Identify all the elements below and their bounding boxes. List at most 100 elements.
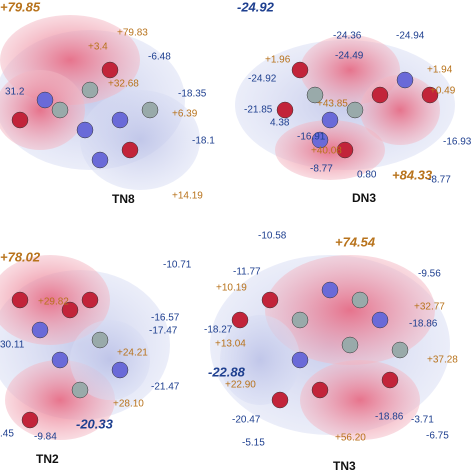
potential-value: -18.35 [178,89,207,100]
atom [81,81,99,99]
potential-value: +29.82 [38,297,69,308]
atom [346,101,364,119]
atom [421,86,439,104]
extreme-value: -22.88 [208,364,246,379]
surface [0,70,85,150]
atom [51,101,69,119]
atom [141,101,159,119]
atom [351,291,369,309]
atom [381,371,399,389]
atom [291,351,309,369]
extreme-value: -24.92 [237,0,275,14]
atom [81,291,99,309]
potential-value: -24.94 [396,31,425,42]
potential-value: -10.71 [163,260,192,271]
atom [91,151,109,169]
potential-value: -10.58 [258,231,287,242]
potential-value: -18.86 [375,412,404,423]
potential-value: +1.94 [427,65,453,76]
extreme-value: +79.85 [0,0,41,14]
surfaces [0,15,455,440]
potential-value: -20.47 [232,415,261,426]
potential-value: -9.84 [34,432,57,443]
atom [291,311,309,329]
potential-value: +28.10 [113,399,144,410]
potential-value: -24.92 [248,74,277,85]
atom [271,391,289,409]
atom [61,301,79,319]
potential-value: -16.91 [297,132,326,143]
potential-value: +22.90 [225,380,256,391]
surface [300,360,420,440]
potential-value: +1.96 [265,55,291,66]
potential-value: +3.4 [88,42,108,53]
potential-value: -5.15 [242,438,265,449]
atom [336,141,354,159]
potential-value: -18.1 [192,136,215,147]
atom [91,331,109,349]
atom [231,311,249,329]
atom [21,411,39,429]
potential-value: -11.77 [233,267,261,278]
potential-value: +13.04 [215,339,246,350]
atom [371,311,389,329]
molecules [11,61,439,429]
surface [275,120,385,180]
surface [70,320,150,400]
potential-value: -6.48 [148,52,171,63]
potential-value: -16.93 [443,137,472,148]
potential-value: -21.85 [244,105,273,116]
atom [111,361,129,379]
potential-value: +32.77 [414,302,445,313]
potential-value: -24.49 [335,51,364,62]
atom [291,61,309,79]
atom [11,111,29,129]
potential-value: -8.77 [428,175,451,186]
potential-value: +32.68 [108,79,139,90]
atom [111,111,129,129]
potential-value: -18.27 [204,325,233,336]
potential-value: 30.11 [0,340,25,351]
atom [11,291,29,309]
atom [76,121,94,139]
potential-value: -3.71 [411,415,434,426]
potential-value: -16.57 [151,313,180,324]
surface [265,255,435,365]
atom [121,141,139,159]
potential-value: +10.19 [216,283,247,294]
potential-value: +79.83 [117,28,148,39]
potential-value: +37.28 [427,355,458,366]
panel-name: TN8 [112,192,135,206]
potential-value: +43.85 [317,99,348,110]
atom [321,281,339,299]
atom [311,131,329,149]
atom [321,111,339,129]
atom [341,336,359,354]
potential-value: -24.36 [333,31,362,42]
atom [51,351,69,369]
atom [261,291,279,309]
atom [36,91,54,109]
surface [220,315,300,405]
potential-value: -18.86 [409,319,438,330]
potential-value: +6.39 [172,109,198,120]
atom [371,86,389,104]
extreme-value: +74.54 [335,234,376,249]
potential-value: -17.47 [149,326,178,337]
surface [80,90,200,190]
extreme-value: +78.02 [0,249,41,264]
atom [31,321,49,339]
panel-name: TN3 [333,459,356,473]
atom [306,86,324,104]
potential-value: 4.38 [270,118,290,129]
potential-value: +0.49 [430,86,456,97]
potential-value: +40.08 [311,146,342,157]
atom [101,61,119,79]
potential-value: 31.2 [5,87,25,98]
extreme-value: -20.33 [76,416,114,431]
potential-value: 0.80 [357,170,377,181]
atom [396,71,414,89]
atom [276,101,294,119]
